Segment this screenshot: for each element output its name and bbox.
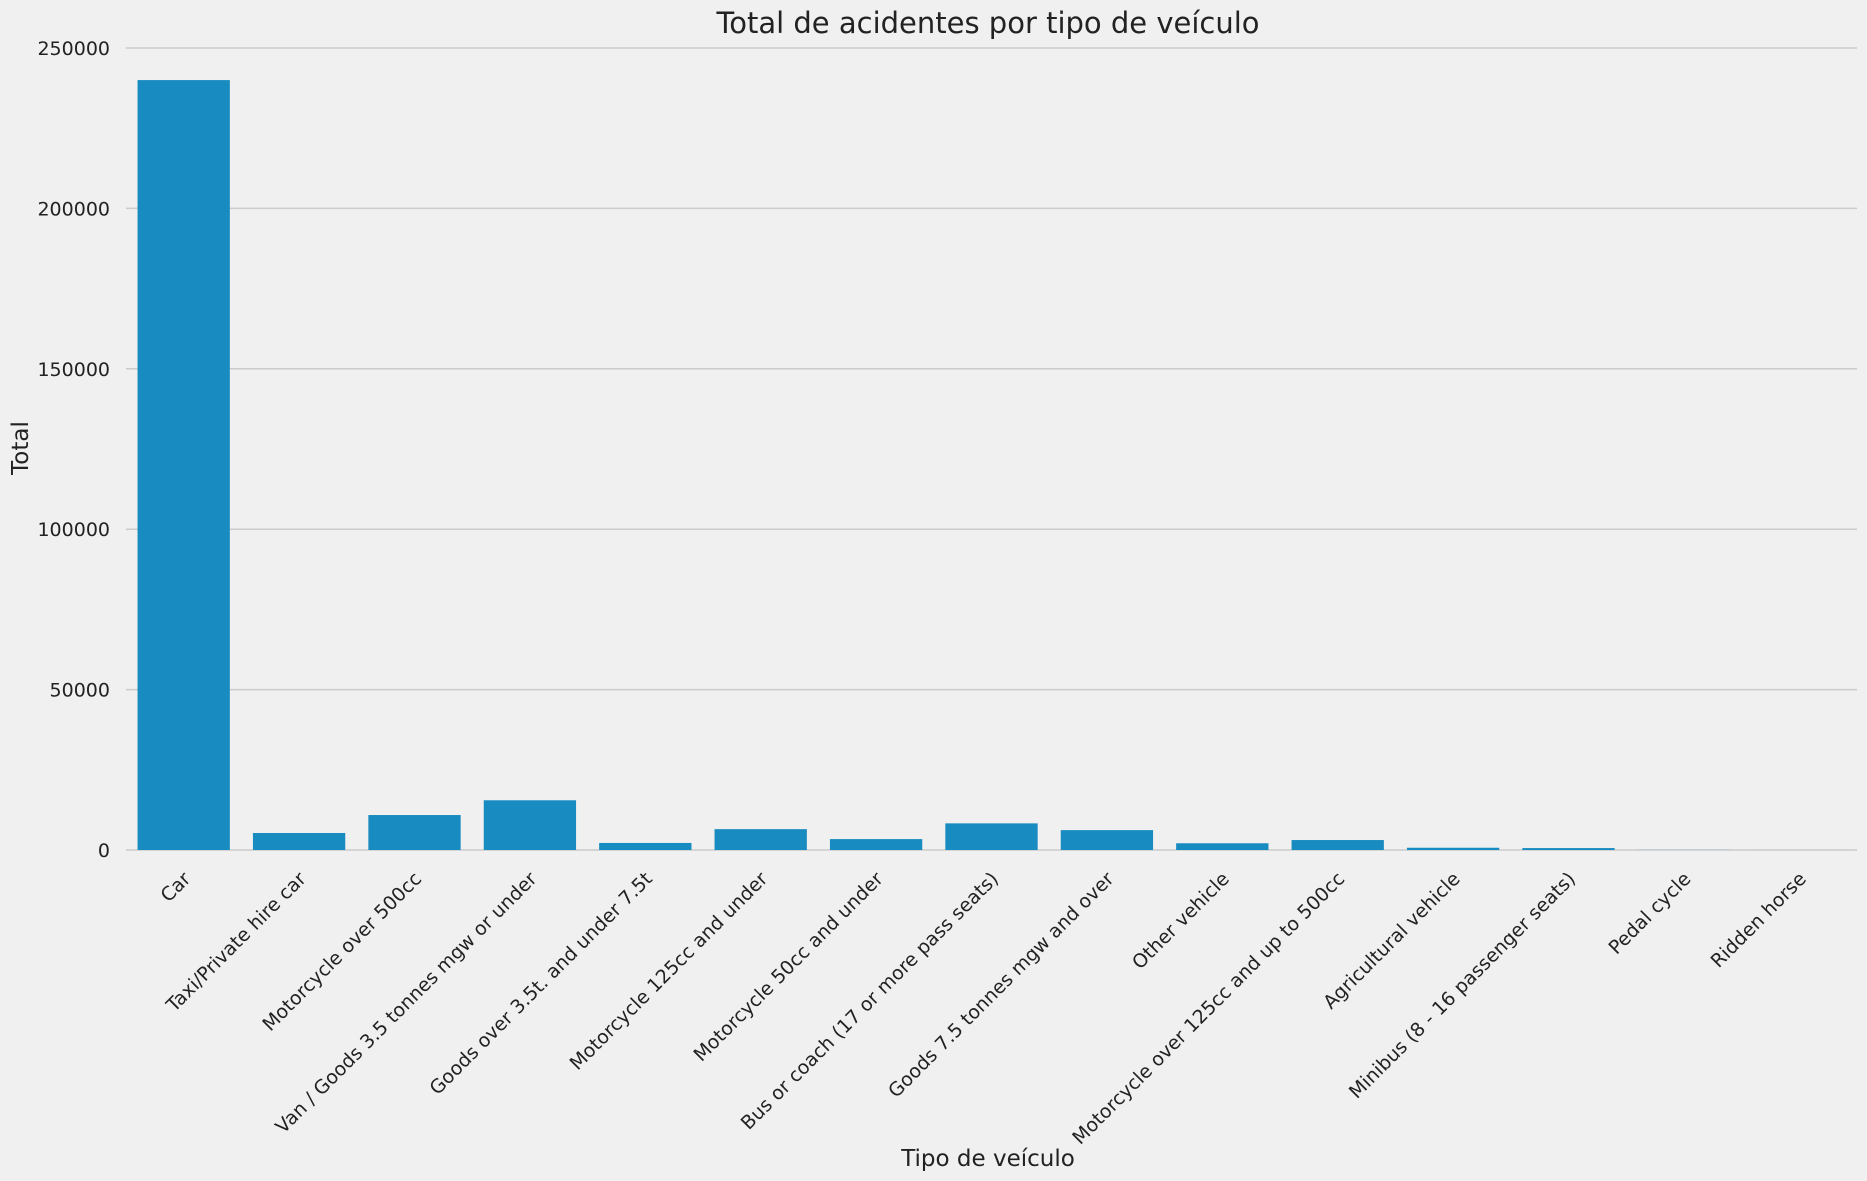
- x-tick-label: Goods 7.5 tonnes mgw and over: [884, 868, 1118, 1102]
- bar: [252, 832, 346, 850]
- bar: [1060, 830, 1154, 850]
- x-tick-label: Ridden horse: [1707, 868, 1811, 972]
- y-tick-label: 150000: [37, 359, 110, 381]
- bar: [599, 842, 692, 850]
- bar: [1406, 847, 1500, 850]
- y-tick-labels: 0 50000 100000 150000 200000 250000: [37, 38, 110, 862]
- bar: [368, 815, 461, 850]
- bar: [714, 829, 807, 850]
- x-tick-label: Van / Goods 3.5 tonnes mgw or under: [271, 868, 541, 1138]
- bar: [945, 823, 1038, 850]
- x-tick-label: Motorcycle 50cc and under: [690, 868, 888, 1066]
- x-tick-label: Pedal cycle: [1604, 868, 1695, 959]
- chart-title: Total de acidentes por tipo de veículo: [715, 6, 1259, 40]
- bar: [1176, 843, 1269, 850]
- x-tick-label: Car: [157, 868, 196, 907]
- y-tick-label: 200000: [37, 198, 110, 220]
- x-tick-label: Minibus (8 - 16 passenger seats): [1345, 868, 1580, 1103]
- bar: [1291, 840, 1384, 850]
- bar: [483, 800, 577, 850]
- y-axis-label: Total: [8, 421, 34, 476]
- bar: [829, 839, 923, 850]
- bar: [137, 80, 230, 850]
- x-axis-label: Tipo de veículo: [900, 1146, 1075, 1172]
- bars: [137, 80, 1846, 850]
- x-tick-label: Motorcycle 125cc and under: [566, 868, 773, 1075]
- grid-lines: [126, 47, 1857, 851]
- x-tick-label: Other vehicle: [1128, 868, 1234, 974]
- x-tick-label: Goods over 3.5t. and under 7.5t: [425, 868, 656, 1099]
- y-tick-label: 50000: [50, 680, 110, 702]
- bar: [1522, 848, 1615, 850]
- y-tick-label: 250000: [37, 38, 110, 60]
- x-tick-label: Motorcycle over 125cc and up to 500cc: [1068, 868, 1349, 1149]
- y-tick-label: 0: [98, 840, 110, 862]
- x-tick-label: Bus or coach (17 or more pass seats): [737, 868, 1003, 1134]
- y-tick-label: 100000: [37, 519, 110, 541]
